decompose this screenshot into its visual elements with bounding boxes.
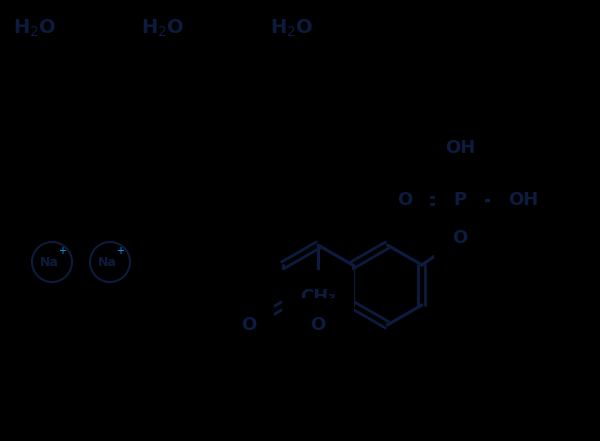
- Text: CH₃: CH₃: [300, 288, 336, 306]
- Text: Na: Na: [98, 257, 116, 269]
- Text: H$_2$O: H$_2$O: [142, 17, 185, 39]
- Text: O: O: [397, 191, 412, 209]
- Text: O: O: [310, 316, 326, 334]
- Text: O: O: [452, 229, 467, 247]
- Text: Na: Na: [40, 257, 58, 269]
- Text: P: P: [454, 191, 467, 209]
- Text: OH: OH: [508, 191, 538, 209]
- Text: OH: OH: [445, 139, 475, 157]
- Text: H$_2$O: H$_2$O: [13, 17, 56, 39]
- Text: H$_2$O: H$_2$O: [271, 17, 314, 39]
- Text: O: O: [241, 316, 256, 334]
- Text: +: +: [116, 246, 124, 256]
- Text: +: +: [58, 246, 66, 256]
